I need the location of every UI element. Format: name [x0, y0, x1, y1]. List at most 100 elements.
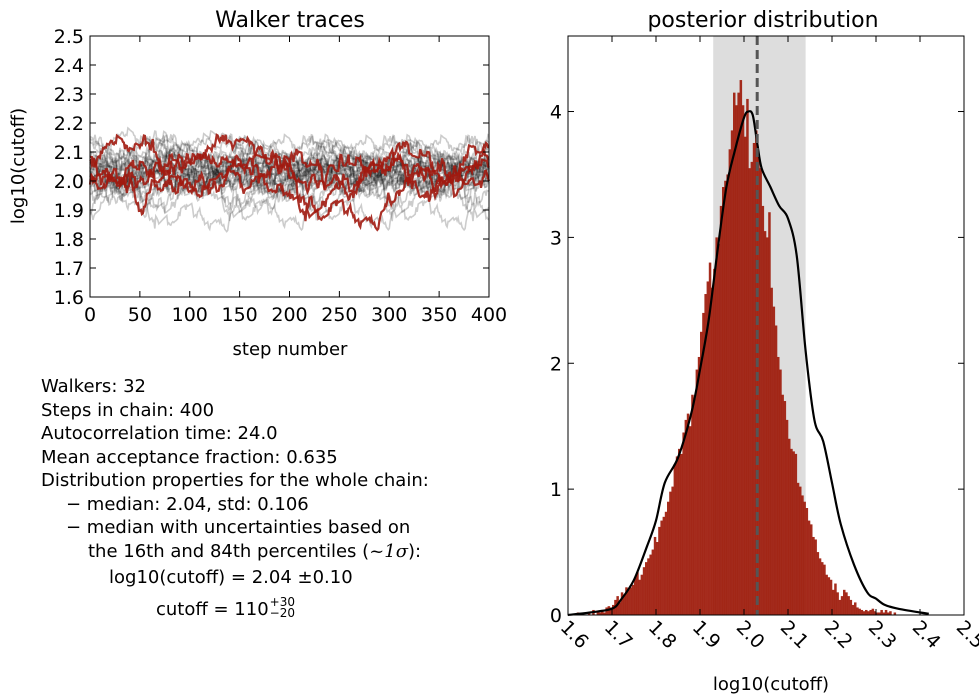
posterior-panel: posterior distribution 1.6 1.7 1.8 1.9 2.0 2.… — [550, 8, 979, 695]
walker-trace — [89, 130, 490, 190]
histogram-bar — [662, 516, 666, 615]
x-tick-label: 2.4 — [908, 616, 945, 653]
histogram-bar — [704, 294, 707, 615]
histogram-bar — [625, 587, 628, 615]
histogram-bar — [790, 448, 793, 615]
histogram-bar — [876, 612, 879, 615]
histogram-bar — [673, 463, 677, 615]
histogram-bar — [629, 587, 633, 615]
histogram-bar — [647, 558, 650, 615]
left-ylabel: log10(cutoff) — [8, 108, 29, 224]
y-tick-label: 1.9 — [54, 200, 84, 222]
histogram-bar — [768, 212, 771, 615]
histogram-bar — [796, 482, 800, 615]
histogram-bar — [645, 562, 648, 615]
y-tick-label: 0 — [550, 605, 562, 627]
histogram-bar — [684, 419, 688, 615]
x-tick-label: 0 — [84, 304, 96, 326]
histogram-bar — [799, 486, 802, 615]
walker-trace — [89, 140, 490, 214]
stat-median-std: − median: 2.04, std: 0.106 — [66, 493, 309, 515]
walker-trace — [89, 151, 490, 203]
histogram-bar — [781, 394, 784, 615]
histogram-bar — [612, 604, 615, 615]
histogram-bar — [697, 356, 701, 615]
walker-trace — [89, 142, 490, 201]
histogram-bar — [601, 609, 604, 615]
histogram-bar — [880, 609, 883, 615]
x-tick-label: 200 — [271, 304, 307, 326]
stat-walkers: Walkers: 32 — [41, 376, 147, 397]
histogram-bar — [735, 105, 738, 615]
x-tick-label: 1.9 — [688, 616, 725, 653]
left-xlabel: step number — [233, 339, 349, 360]
histogram-bar — [719, 205, 723, 616]
histogram-bar — [827, 577, 831, 615]
walker-trace — [89, 143, 490, 207]
histogram-bar — [744, 136, 747, 615]
histogram-bar — [873, 611, 877, 615]
histogram-bar — [653, 536, 657, 615]
histogram-bar — [675, 456, 679, 615]
histogram-bar — [836, 592, 839, 615]
histogram-bar — [620, 592, 624, 615]
left-x-ticks: 0 50 100 150 200 250 300 350 400 — [84, 36, 507, 326]
histogram-bar — [671, 486, 674, 615]
x-tick-label: 2.0 — [732, 616, 769, 653]
stat-median-uncertainty-1: − median with uncertainties based on — [66, 517, 411, 538]
x-tick-label: 300 — [371, 304, 407, 326]
y-tick-label: 2.0 — [54, 171, 84, 193]
histogram-bar — [649, 554, 652, 615]
histogram-bar — [889, 611, 892, 615]
histogram-bar — [733, 92, 736, 615]
histogram-bar — [794, 453, 798, 615]
histogram-bar — [818, 558, 822, 615]
stat-autocorrelation: Autocorrelation time: 24.0 — [41, 423, 278, 444]
histogram-bar — [667, 501, 670, 615]
histogram-bar — [779, 369, 782, 615]
histogram-bar — [642, 567, 646, 615]
histogram-bar — [792, 451, 795, 615]
histogram-bar — [638, 579, 641, 615]
histogram-bar — [598, 612, 602, 615]
walker-trace — [89, 133, 490, 232]
histogram-bar — [770, 287, 773, 615]
y-tick-label: 2.2 — [54, 113, 84, 135]
y-tick-label: 2.1 — [54, 142, 84, 164]
kde-curve — [567, 110, 929, 617]
histogram-bar — [882, 612, 886, 615]
histogram-bar — [759, 168, 762, 615]
walker-trace — [89, 153, 490, 222]
histogram-bar — [862, 611, 866, 615]
sigma-symbol: ~1σ — [369, 540, 408, 562]
x-tick-label: 1.7 — [600, 616, 637, 653]
right-xlabel: log10(cutoff) — [713, 674, 829, 695]
walker-trace — [89, 132, 490, 214]
histogram-bar — [609, 607, 613, 615]
histogram-bar — [856, 607, 859, 615]
histogram-bar — [847, 596, 850, 615]
histogram-bars — [576, 80, 897, 616]
histogram-bar — [887, 612, 890, 615]
histogram-bar — [596, 612, 600, 615]
stat-distribution-header: Distribution properties for the whole ch… — [41, 470, 429, 491]
histogram-bar — [664, 511, 668, 615]
right-title: posterior distribution — [647, 8, 878, 33]
histogram-bar — [812, 536, 815, 615]
walker-traces — [88, 126, 491, 233]
stat-percentiles-end: ): — [408, 540, 422, 562]
histogram-bar — [691, 394, 694, 615]
histogram-bar — [777, 356, 780, 615]
histogram-bar — [746, 98, 749, 616]
histogram-bar — [724, 180, 727, 615]
histogram-bar — [814, 539, 817, 615]
histogram-bar — [772, 306, 776, 615]
cutoff-minus: −20 — [269, 605, 295, 620]
y-tick-label: 1.8 — [54, 229, 84, 251]
histogram-bar — [869, 609, 872, 615]
histogram-bar — [816, 552, 820, 615]
histogram-bar — [810, 524, 813, 615]
x-tick-label: 1.8 — [644, 616, 681, 653]
left-title: Walker traces — [215, 8, 365, 33]
